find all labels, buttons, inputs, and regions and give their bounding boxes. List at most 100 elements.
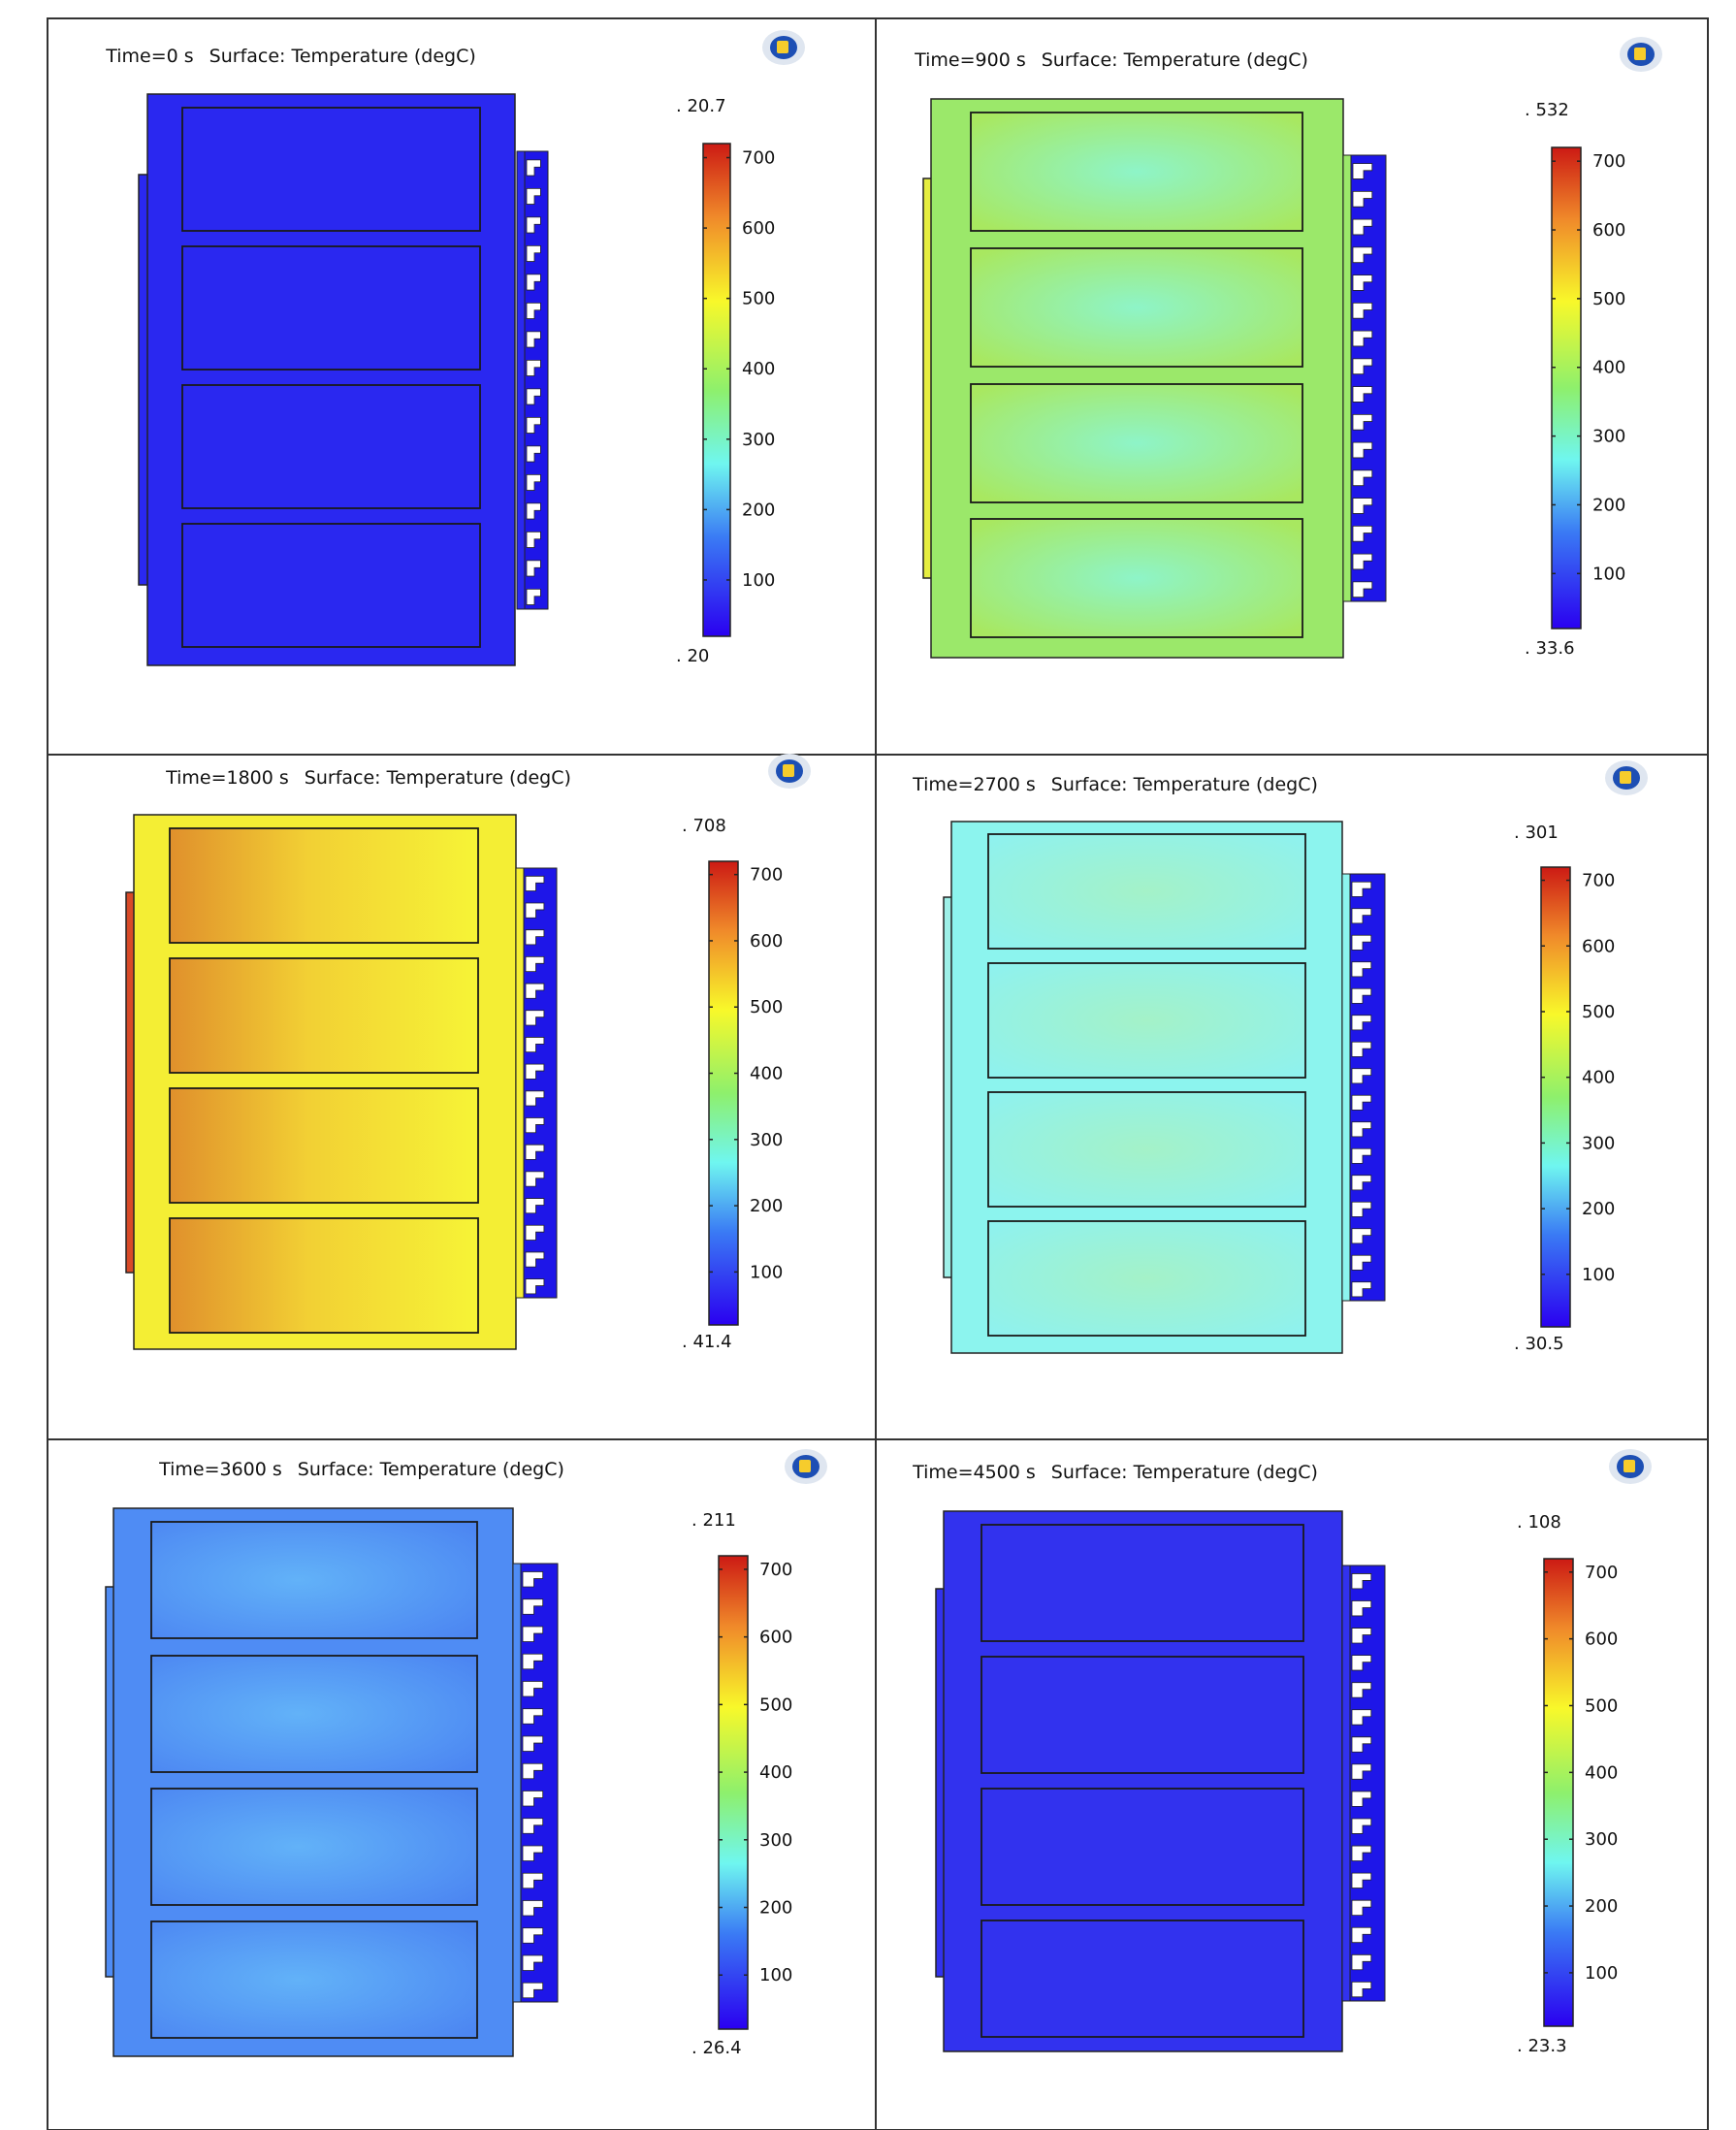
core-2 xyxy=(181,384,481,509)
cooling-fins xyxy=(515,867,558,1299)
colorbar-tick-label: 600 xyxy=(1592,220,1625,241)
surface-label: Surface: Temperature (degC) xyxy=(209,46,476,67)
time-label: Time=2700 s xyxy=(912,774,1036,795)
core-0 xyxy=(150,1521,478,1639)
cooling-fins xyxy=(516,150,549,610)
surface-label: Surface: Temperature (degC) xyxy=(305,767,571,789)
core-3 xyxy=(181,523,481,648)
colorbar-tick-label: 300 xyxy=(750,1130,783,1150)
time-label: Time=4500 s xyxy=(912,1462,1036,1483)
max-value-label: . 708 xyxy=(682,816,726,836)
max-value-label: . 532 xyxy=(1525,100,1569,120)
colorbar-tick-label: 600 xyxy=(750,931,783,952)
time-label: Time=3600 s xyxy=(158,1459,282,1480)
colorbar-tick-label: 100 xyxy=(1582,1265,1615,1285)
panel-title: Time=4500 s Surface: Temperature (degC) xyxy=(912,1462,1318,1483)
panel-5: Time=4500 s Surface: Temperature (degC) 70… xyxy=(912,1449,1652,2056)
comsol-logo-icon xyxy=(785,1449,827,1484)
cooling-fins xyxy=(512,1563,559,2003)
colorbar-tick-label: 100 xyxy=(1585,1963,1618,1984)
core-1 xyxy=(970,247,1303,368)
time-label: Time=0 s xyxy=(105,46,193,67)
time-label: Time=1800 s xyxy=(165,767,289,789)
colorbar-tick-label: 400 xyxy=(750,1064,783,1084)
colorbar-tick-label: 300 xyxy=(759,1830,792,1851)
colorbar xyxy=(702,143,731,637)
surface-label: Surface: Temperature (degC) xyxy=(1051,1462,1318,1483)
colorbar-tick-label: 300 xyxy=(1585,1829,1618,1850)
surface-label: Surface: Temperature (degC) xyxy=(298,1459,564,1480)
core-1 xyxy=(169,957,479,1074)
panel-3: Time=2700 s Surface: Temperature (degC) 70… xyxy=(912,760,1648,1354)
core-2 xyxy=(987,1091,1306,1208)
core-2 xyxy=(169,1087,479,1204)
panel-title: Time=2700 s Surface: Temperature (degC) xyxy=(912,774,1318,795)
panel-title: Time=900 s Surface: Temperature (degC) xyxy=(914,49,1308,71)
colorbar-tick-label: 600 xyxy=(1582,936,1615,956)
core-3 xyxy=(981,1920,1304,2038)
min-value-label: . 33.6 xyxy=(1525,638,1575,659)
cooling-fins xyxy=(1341,873,1386,1302)
colorbar xyxy=(1543,1558,1574,2027)
min-value-label: . 23.3 xyxy=(1517,2036,1567,2056)
colorbar-tick-label: 200 xyxy=(750,1196,783,1216)
colorbar-tick-label: 500 xyxy=(750,997,783,1017)
surface-label: Surface: Temperature (degC) xyxy=(1042,49,1308,71)
max-value-label: . 108 xyxy=(1517,1512,1561,1533)
colorbar-tick-label: 100 xyxy=(742,570,775,591)
colorbar-tick-label: 200 xyxy=(742,500,775,520)
core-3 xyxy=(970,518,1303,638)
figure-frame xyxy=(47,17,1709,2130)
colorbar xyxy=(1540,866,1571,1328)
comsol-logo-icon xyxy=(1609,1449,1652,1484)
colorbar-tick-label: 400 xyxy=(742,359,775,379)
min-value-label: . 41.4 xyxy=(682,1332,732,1352)
panel-0: Time=0 s Surface: Temperature (degC) 700 60… xyxy=(105,30,805,666)
min-value-label: . 26.4 xyxy=(691,2038,742,2058)
core-2 xyxy=(970,383,1303,503)
core-2 xyxy=(981,1788,1304,1906)
colorbar-tick-label: 500 xyxy=(1582,1002,1615,1022)
core-1 xyxy=(987,962,1306,1079)
colorbar-tick-label: 300 xyxy=(1592,427,1625,447)
core-1 xyxy=(150,1655,478,1773)
colorbar-tick-label: 100 xyxy=(759,1965,792,1985)
colorbar-tick-label: 400 xyxy=(1582,1068,1615,1088)
min-value-label: . 20 xyxy=(676,646,709,666)
max-value-label: . 211 xyxy=(691,1510,736,1531)
max-value-label: . 301 xyxy=(1514,823,1559,843)
colorbar-tick-label: 400 xyxy=(759,1762,792,1783)
panels: Time=0 s Surface: Temperature (degC) 700 60… xyxy=(105,30,1662,2058)
colorbar-tick-label: 100 xyxy=(750,1262,783,1282)
comsol-logo-icon xyxy=(768,754,811,789)
panel-title: Time=1800 s Surface: Temperature (degC) xyxy=(165,767,571,789)
core-0 xyxy=(970,112,1303,232)
core-3 xyxy=(150,1920,478,2039)
core-2 xyxy=(150,1788,478,1906)
core-0 xyxy=(181,107,481,232)
colorbar-tick-label: 700 xyxy=(742,148,775,169)
colorbar-tick-label: 700 xyxy=(750,865,783,886)
colorbar-tick-label: 200 xyxy=(1592,495,1625,515)
comsol-logo-icon xyxy=(1620,37,1662,72)
colorbar-tick-label: 700 xyxy=(759,1560,792,1580)
comsol-logo-icon xyxy=(1605,760,1648,795)
colorbar-tick-label: 400 xyxy=(1585,1762,1618,1783)
colorbar-tick-label: 200 xyxy=(1585,1896,1618,1917)
panel-title: Time=3600 s Surface: Temperature (degC) xyxy=(158,1459,564,1480)
time-label: Time=900 s xyxy=(914,49,1026,71)
colorbar-tick-label: 600 xyxy=(742,218,775,239)
max-value-label: . 20.7 xyxy=(676,96,726,116)
colorbar-tick-label: 400 xyxy=(1592,358,1625,378)
cooling-fins xyxy=(1341,1565,1386,2002)
surface-label: Surface: Temperature (degC) xyxy=(1051,774,1318,795)
colorbar xyxy=(708,860,739,1326)
colorbar-tick-label: 300 xyxy=(742,430,775,450)
colorbar-tick-label: 300 xyxy=(1582,1133,1615,1153)
core-1 xyxy=(981,1656,1304,1774)
colorbar-tick-label: 700 xyxy=(1582,871,1615,891)
panel-title: Time=0 s Surface: Temperature (degC) xyxy=(105,46,476,67)
colorbar xyxy=(1551,146,1582,629)
comsol-logo-icon xyxy=(762,30,805,65)
